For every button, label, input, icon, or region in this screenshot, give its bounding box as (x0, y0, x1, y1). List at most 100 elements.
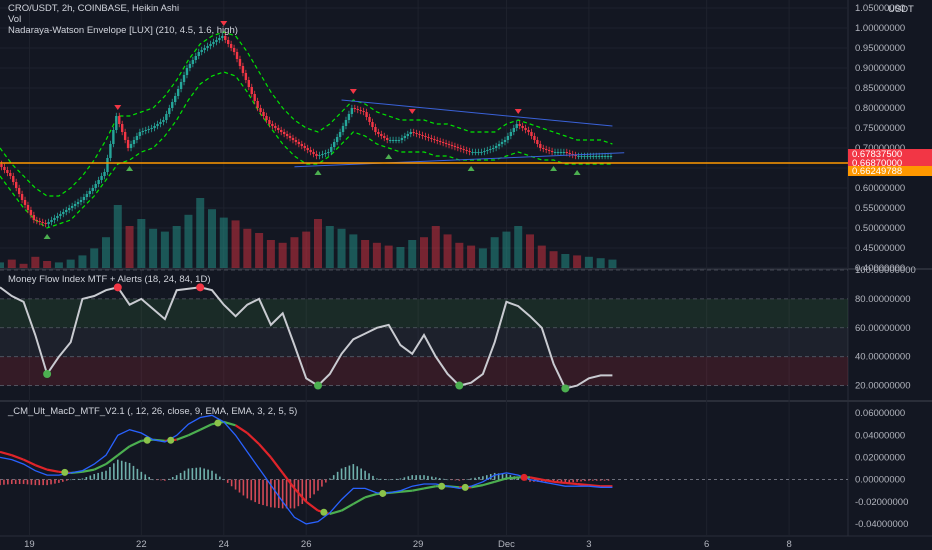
candle-body (533, 136, 536, 140)
buy-marker (385, 154, 393, 159)
envelope-lower-line (0, 71, 613, 229)
candle-body (409, 132, 412, 134)
macd-signal-line (258, 443, 272, 459)
volume-bar (349, 234, 358, 268)
candle-body (256, 101, 259, 108)
volume-bar (290, 237, 299, 268)
volume-bar (443, 234, 452, 268)
volume-bar (184, 214, 193, 268)
buy-marker (573, 170, 581, 175)
macd-histogram-bar (603, 479, 606, 481)
macd-signal-line (329, 509, 342, 516)
macd-signal-line (199, 423, 213, 431)
macd-legend[interactable]: _CM_Ult_MacD_MTF_V2.1 (, 12, 26, close, … (8, 406, 298, 417)
volume-bar (561, 254, 570, 268)
macd-signal-line (281, 472, 296, 490)
macd-histogram-bar (211, 470, 213, 480)
volume-bar (160, 231, 169, 268)
candle-body (144, 130, 147, 131)
candle-body (500, 142, 504, 144)
mfi-low-dot (455, 381, 464, 390)
candle-body (321, 154, 324, 155)
candle-body (35, 220, 39, 221)
volume-bar (455, 242, 464, 268)
macd-histogram-bar (38, 479, 41, 486)
macd-histogram-bar (584, 479, 586, 482)
macd-histogram-bar (215, 473, 217, 480)
candle-body (132, 140, 136, 144)
candle-body (380, 134, 383, 136)
macd-histogram-bar (10, 479, 13, 485)
candle-body (568, 153, 571, 154)
candle-body (547, 150, 551, 151)
candle-body (268, 120, 271, 124)
volume-bar (549, 251, 558, 268)
macd-histogram-bar (387, 479, 390, 481)
volume-bar (219, 217, 228, 268)
candle-body (6, 170, 9, 173)
candle-body (374, 127, 377, 132)
candle-body (583, 156, 586, 157)
candle-body (165, 114, 168, 120)
candle-body (238, 59, 242, 66)
macd-histogram-bar (458, 479, 461, 481)
mfi-legend[interactable]: Money Flow Index MTF + Alerts (18, 24, 8… (8, 274, 211, 285)
macd-histogram-bar (383, 479, 386, 480)
macd-histogram-bar (234, 479, 237, 490)
candle-body (82, 197, 86, 200)
macd-histogram-bar (454, 479, 457, 481)
candle-body (562, 152, 566, 153)
candle-body (44, 223, 47, 224)
candle-body (580, 156, 583, 157)
macd-histogram-bar (136, 468, 139, 480)
volume-bar (31, 256, 40, 268)
macd-histogram-bar (54, 479, 56, 484)
symbol-legend[interactable]: CRO/USDT, 2h, COINBASE, Heikin Ashi (8, 3, 180, 14)
candle-body (253, 94, 256, 101)
candle-body (291, 138, 295, 140)
candle-body (50, 220, 53, 222)
candle-body (312, 152, 315, 154)
candle-body (421, 135, 424, 136)
candle-body (285, 134, 289, 136)
envelope-legend[interactable]: Nadaraya-Watson Envelope [LUX] (210, 4.5… (8, 25, 238, 36)
mfi-tick-label: 40.00000000 (855, 352, 910, 363)
price-tick-label: 0.60000000 (855, 183, 905, 194)
candle-body (9, 173, 12, 176)
macd-histogram-bar (222, 479, 225, 481)
macd-histogram-bar (101, 471, 103, 480)
candle-body (335, 137, 339, 142)
candle-body (430, 138, 433, 139)
mfi-low-dot (43, 370, 52, 378)
macd-histogram-bar (517, 477, 520, 480)
candle-body (471, 152, 474, 153)
candle-body (12, 176, 15, 182)
price-label-text: 0.66249788 (852, 166, 902, 177)
x-tick-label: 19 (24, 539, 35, 550)
candle-body (609, 156, 613, 157)
candle-body (235, 52, 239, 59)
candle-body (332, 142, 336, 147)
mfi-tick-label: 100.00000000 (855, 265, 916, 276)
macd-histogram-bar (501, 473, 504, 480)
volume-bar (54, 262, 63, 268)
macd-histogram-bar (175, 475, 178, 480)
macd-signal-line (270, 456, 284, 474)
candle-body (450, 145, 454, 146)
macd-signal-line (246, 432, 260, 445)
candle-body (20, 194, 24, 200)
price-tick-label: 0.55000000 (855, 203, 905, 214)
sell-marker (514, 109, 522, 114)
candle-body (483, 151, 486, 152)
volume-legend[interactable]: Vol (8, 14, 22, 25)
macd-signal-line (352, 496, 366, 505)
candle-body (315, 154, 318, 156)
macd-histogram-bar (332, 475, 335, 480)
price-tick-label: 0.75000000 (855, 123, 905, 134)
sell-marker (220, 21, 228, 26)
x-tick-label: 26 (301, 539, 312, 550)
candle-body (118, 116, 121, 124)
x-tick-label: 24 (218, 539, 229, 550)
volume-bar (361, 240, 370, 268)
